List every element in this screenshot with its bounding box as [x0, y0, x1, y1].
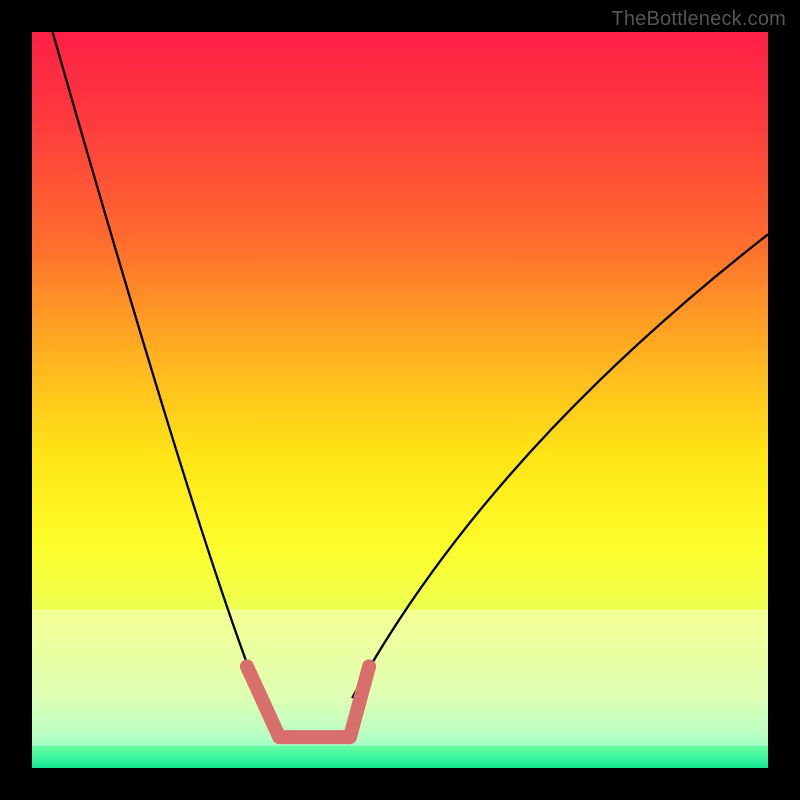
chart-container: TheBottleneck.com: [0, 0, 800, 800]
bottleneck-chart: [0, 0, 800, 800]
watermark-text: TheBottleneck.com: [611, 8, 786, 31]
